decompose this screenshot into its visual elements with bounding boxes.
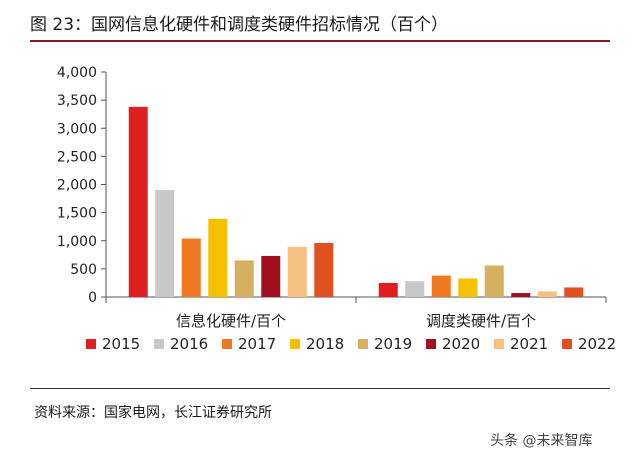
- bar-2016-info-hw: [155, 190, 175, 297]
- y-tick-label: 1,500: [57, 206, 97, 222]
- source-note: 资料来源：国家电网，长江证券研究所: [34, 405, 272, 421]
- y-tick-label: 1,000: [57, 234, 97, 250]
- bar-2018-dispatch-hw: [458, 278, 478, 297]
- figure-title: 图 23：国网信息化硬件和调度类硬件招标情况（百个）: [30, 15, 449, 35]
- legend-swatch-2017: [222, 339, 232, 349]
- bar-2016-dispatch-hw: [405, 281, 425, 297]
- legend-swatch-2019: [358, 339, 368, 349]
- legend-swatch-2018: [290, 339, 300, 349]
- legend-label-2022: 2022: [578, 335, 616, 353]
- legend-label-2015: 2015: [102, 335, 140, 353]
- bar-2022-dispatch-hw: [564, 287, 584, 297]
- legend-label-2019: 2019: [374, 335, 412, 353]
- bar-2018-info-hw: [208, 218, 228, 297]
- legend-swatch-2021: [494, 339, 504, 349]
- y-tick-label: 500: [70, 262, 97, 278]
- bar-2021-dispatch-hw: [537, 291, 557, 297]
- y-tick-label: 3,500: [57, 93, 97, 109]
- figure-header: 图 23：国网信息化硬件和调度类硬件招标情况（百个）: [0, 0, 640, 42]
- legend-swatch-2016: [154, 339, 164, 349]
- legend-label-2016: 2016: [170, 335, 208, 353]
- bar-2021-info-hw: [287, 246, 307, 297]
- y-tick-label: 3,000: [57, 121, 97, 137]
- x-category-label: 调度类硬件/百个: [426, 312, 536, 330]
- legend-label-2017: 2017: [238, 335, 276, 353]
- source-divider: [30, 388, 610, 389]
- bar-chart: 0 500 1,000 1,500 2,000 2,500 3,000 3,500 4,000 信…: [57, 65, 616, 353]
- y-tick-label: 4,000: [57, 65, 97, 81]
- bar-2022-info-hw: [314, 243, 334, 297]
- y-tick-label: 2,500: [57, 149, 97, 165]
- bar-2017-info-hw: [181, 238, 201, 297]
- bar-2019-dispatch-hw: [484, 265, 504, 297]
- legend-label-2018: 2018: [306, 335, 344, 353]
- y-tick-label: 0: [88, 290, 97, 306]
- bar-2015-dispatch-hw: [378, 282, 398, 297]
- legend-swatch-2022: [562, 339, 572, 349]
- legend-label-2021: 2021: [510, 335, 548, 353]
- bar-2020-info-hw: [261, 255, 281, 297]
- title-divider: [30, 40, 610, 42]
- y-tick-label: 2,000: [57, 178, 97, 194]
- legend-swatch-2020: [426, 339, 436, 349]
- bar-2020-dispatch-hw: [511, 293, 531, 297]
- bar-2017-dispatch-hw: [431, 275, 451, 297]
- legend-swatch-2015: [86, 339, 96, 349]
- watermark: 头条 @未来智库: [490, 433, 593, 449]
- bar-2019-info-hw: [234, 260, 254, 297]
- legend-label-2020: 2020: [442, 335, 480, 353]
- x-category-label: 信息化硬件/百个: [176, 312, 286, 330]
- bar-2015-info-hw: [128, 106, 148, 297]
